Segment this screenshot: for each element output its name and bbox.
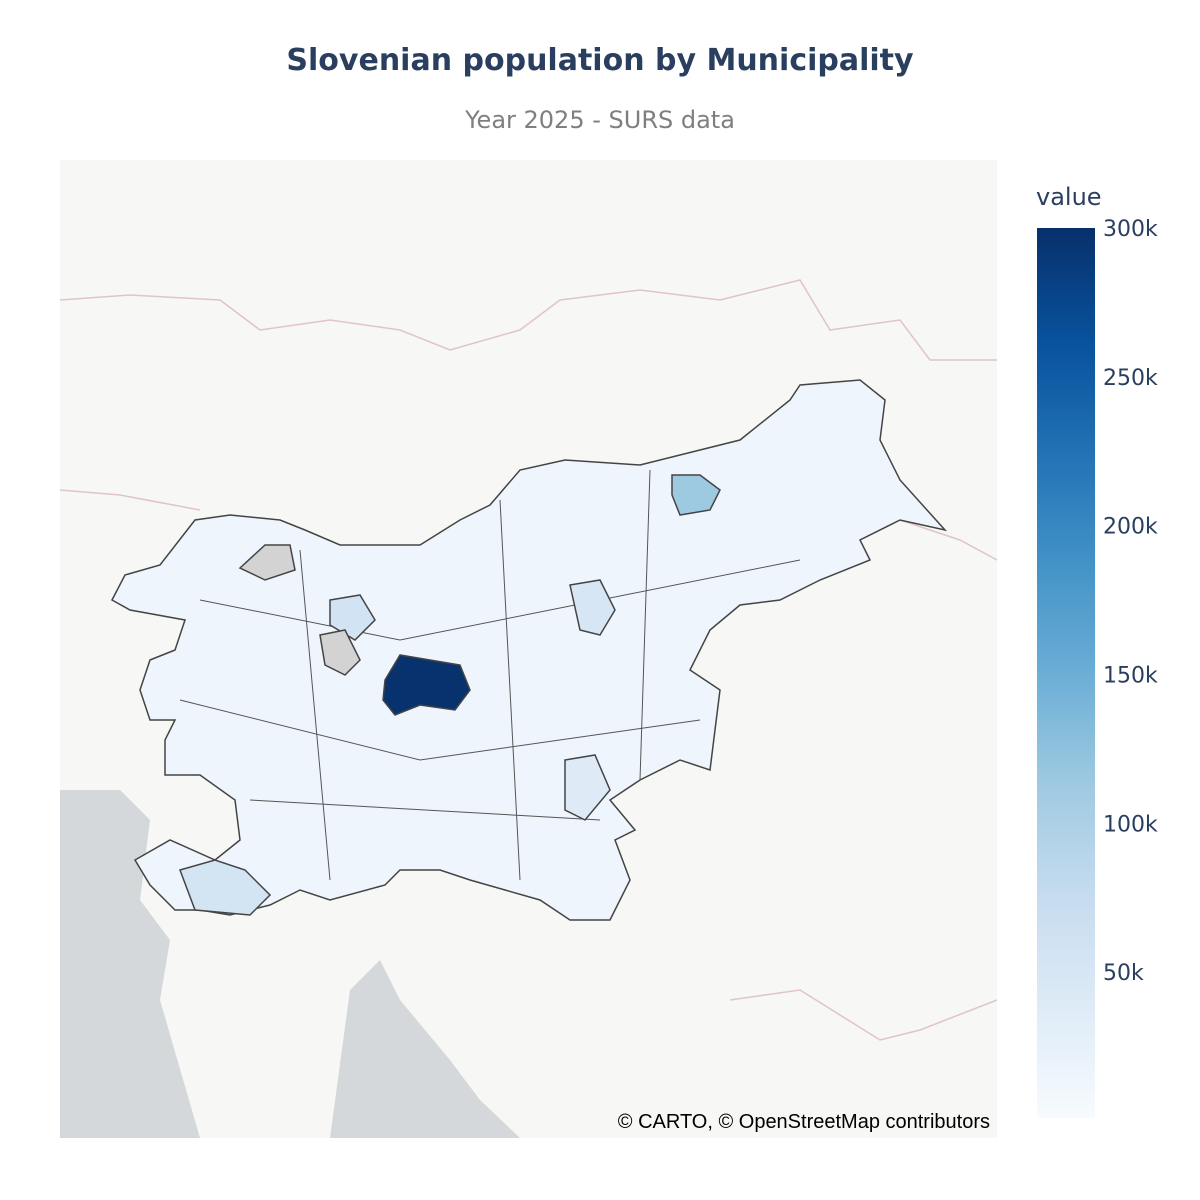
sea [330, 960, 520, 1138]
colorbar-title: value [1036, 183, 1102, 211]
colorbar-tick-label: 250k [1103, 366, 1158, 391]
colorbar-tick-label: 200k [1103, 515, 1158, 540]
municipality [319, 629, 361, 676]
colorbar-tick-label: 50k [1103, 961, 1144, 986]
attribution: © CARTO, © OpenStreetMap contributors [618, 1111, 990, 1133]
municipality [179, 859, 272, 916]
colorbar-tick-label: 150k [1103, 663, 1158, 688]
municipality [382, 654, 471, 716]
municipality [564, 754, 611, 821]
colorbar-tick-label: 300k [1103, 217, 1158, 242]
title: Slovenian population by Municipality [286, 43, 914, 78]
colorbar-tick-label: 100k [1103, 812, 1158, 837]
municipality-border [179, 469, 801, 881]
municipality [671, 474, 721, 516]
subtitle: Year 2025 - SURS data [464, 106, 735, 134]
sea [60, 790, 200, 1138]
regions [179, 474, 721, 916]
colorbar [1037, 228, 1095, 1118]
border [59, 279, 997, 361]
municipality [238, 544, 296, 581]
municipality [329, 594, 376, 641]
border [59, 489, 998, 1041]
municipality [569, 579, 616, 636]
